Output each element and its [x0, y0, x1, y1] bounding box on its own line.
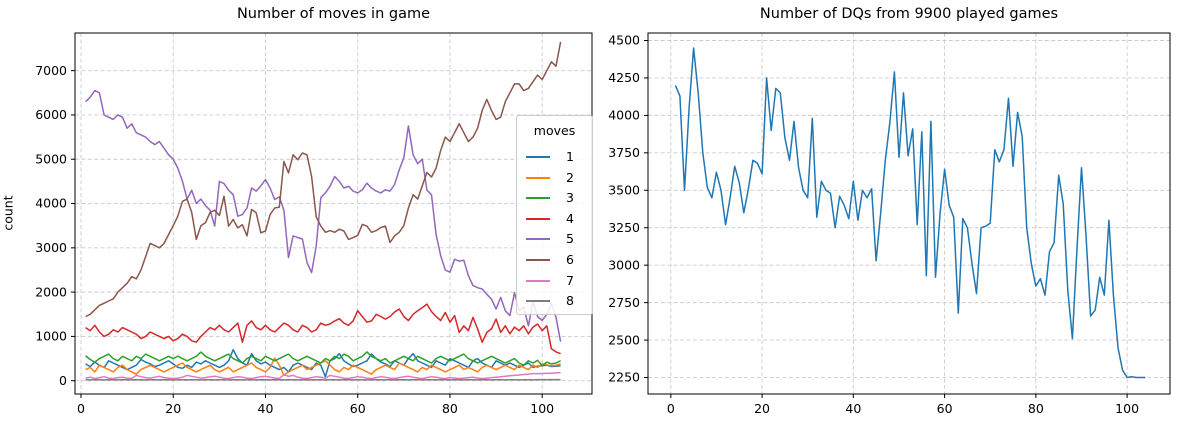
y-tick-label: 6000: [35, 107, 67, 122]
legend-entry-1: 1: [526, 149, 586, 164]
y-tick-label: 3000: [35, 240, 67, 255]
x-tick-label: 0: [667, 401, 675, 416]
series-line-3: [85, 351, 561, 367]
legend-swatch-icon: [526, 217, 550, 220]
y-tick-label: 5000: [35, 151, 67, 166]
y-tick-label: 3000: [608, 257, 640, 272]
series-line-5: [85, 89, 562, 342]
y-tick-label: 2250: [608, 370, 640, 385]
x-tick-label: 80: [442, 401, 458, 416]
chart-0: 0 1000 2000 3000 4000 5000 6000 7000 0 20 40 60 80 10…: [35, 32, 593, 416]
x-tick-label: 60: [937, 401, 953, 416]
series-line-DQs: [674, 47, 1146, 379]
legend-entry-7: 7: [526, 272, 586, 288]
legend-entry-5: 5: [526, 231, 586, 247]
axes-box: [647, 32, 1171, 395]
legend-swatch-icon: [526, 156, 550, 158]
series-line-7: [85, 371, 561, 380]
x-tick-label: 20: [165, 401, 181, 416]
series-line-4: [85, 303, 561, 355]
legend-entry-label: 2: [566, 169, 574, 185]
y-tick-label: 1000: [35, 329, 67, 344]
legend-swatch-icon: [526, 238, 550, 241]
series-line-6: [85, 41, 562, 318]
y-tick-label: 0: [59, 373, 67, 388]
legend-entry-label: 8: [566, 293, 574, 309]
legend-swatch-icon: [526, 259, 550, 261]
x-tick-label: 40: [845, 401, 861, 416]
axes-box: [74, 32, 593, 395]
legend-swatch-icon: [526, 279, 550, 282]
y-tick-label: 2750: [608, 295, 640, 310]
y-tick-label: 4000: [35, 196, 67, 211]
series-line-2: [85, 357, 561, 377]
legend-entry-label: 1: [566, 149, 574, 164]
legend-entry-label: 5: [566, 231, 574, 247]
legend-title: moves: [533, 123, 576, 138]
y-tick-label: 4000: [608, 108, 640, 123]
legend-entry-4: 4: [526, 210, 586, 226]
x-tick-label: 20: [754, 401, 770, 416]
y-tick-label: 4250: [608, 70, 640, 85]
y-tick-label: 3750: [608, 145, 640, 160]
y-tick-label: 3500: [608, 182, 640, 197]
x-tick-label: 100: [530, 401, 554, 416]
legend-entry-label: 3: [566, 190, 574, 206]
legend-swatch-icon: [526, 197, 550, 200]
x-tick-label: 40: [258, 401, 274, 416]
legend-entry-label: 4: [566, 210, 574, 226]
legend-entry-label: 7: [566, 272, 574, 288]
left-chart-title: Number of moves in game: [236, 6, 431, 22]
legend-entry-6: 6: [526, 252, 586, 267]
y-tick-label: 7000: [35, 63, 67, 78]
y-tick-label: 2500: [608, 332, 640, 347]
legend-swatch-icon: [526, 300, 550, 303]
series-line-1: [85, 348, 561, 378]
x-tick-label: 60: [350, 401, 366, 416]
legend: moves 1 2 3 4 5 6 7 8: [516, 115, 593, 315]
x-tick-label: 100: [1115, 401, 1139, 416]
y-tick-label: 4500: [608, 33, 640, 48]
x-tick-label: 80: [1028, 401, 1044, 416]
x-tick-label: 0: [77, 401, 85, 416]
legend-entry-3: 3: [526, 190, 586, 206]
y-tick-label: 2000: [35, 284, 67, 299]
legend-entry-8: 8: [526, 293, 586, 309]
right-chart-title: Number of DQs from 9900 played games: [759, 6, 1059, 22]
chart-1: 2250 2500 2750 3000 3250 3500 3750 4000 4250 4500…: [608, 32, 1171, 416]
legend-entry-2: 2: [526, 169, 586, 185]
y-tick-label: 3250: [608, 220, 640, 235]
legend-swatch-icon: [526, 176, 550, 179]
legend-entry-label: 6: [566, 252, 574, 267]
